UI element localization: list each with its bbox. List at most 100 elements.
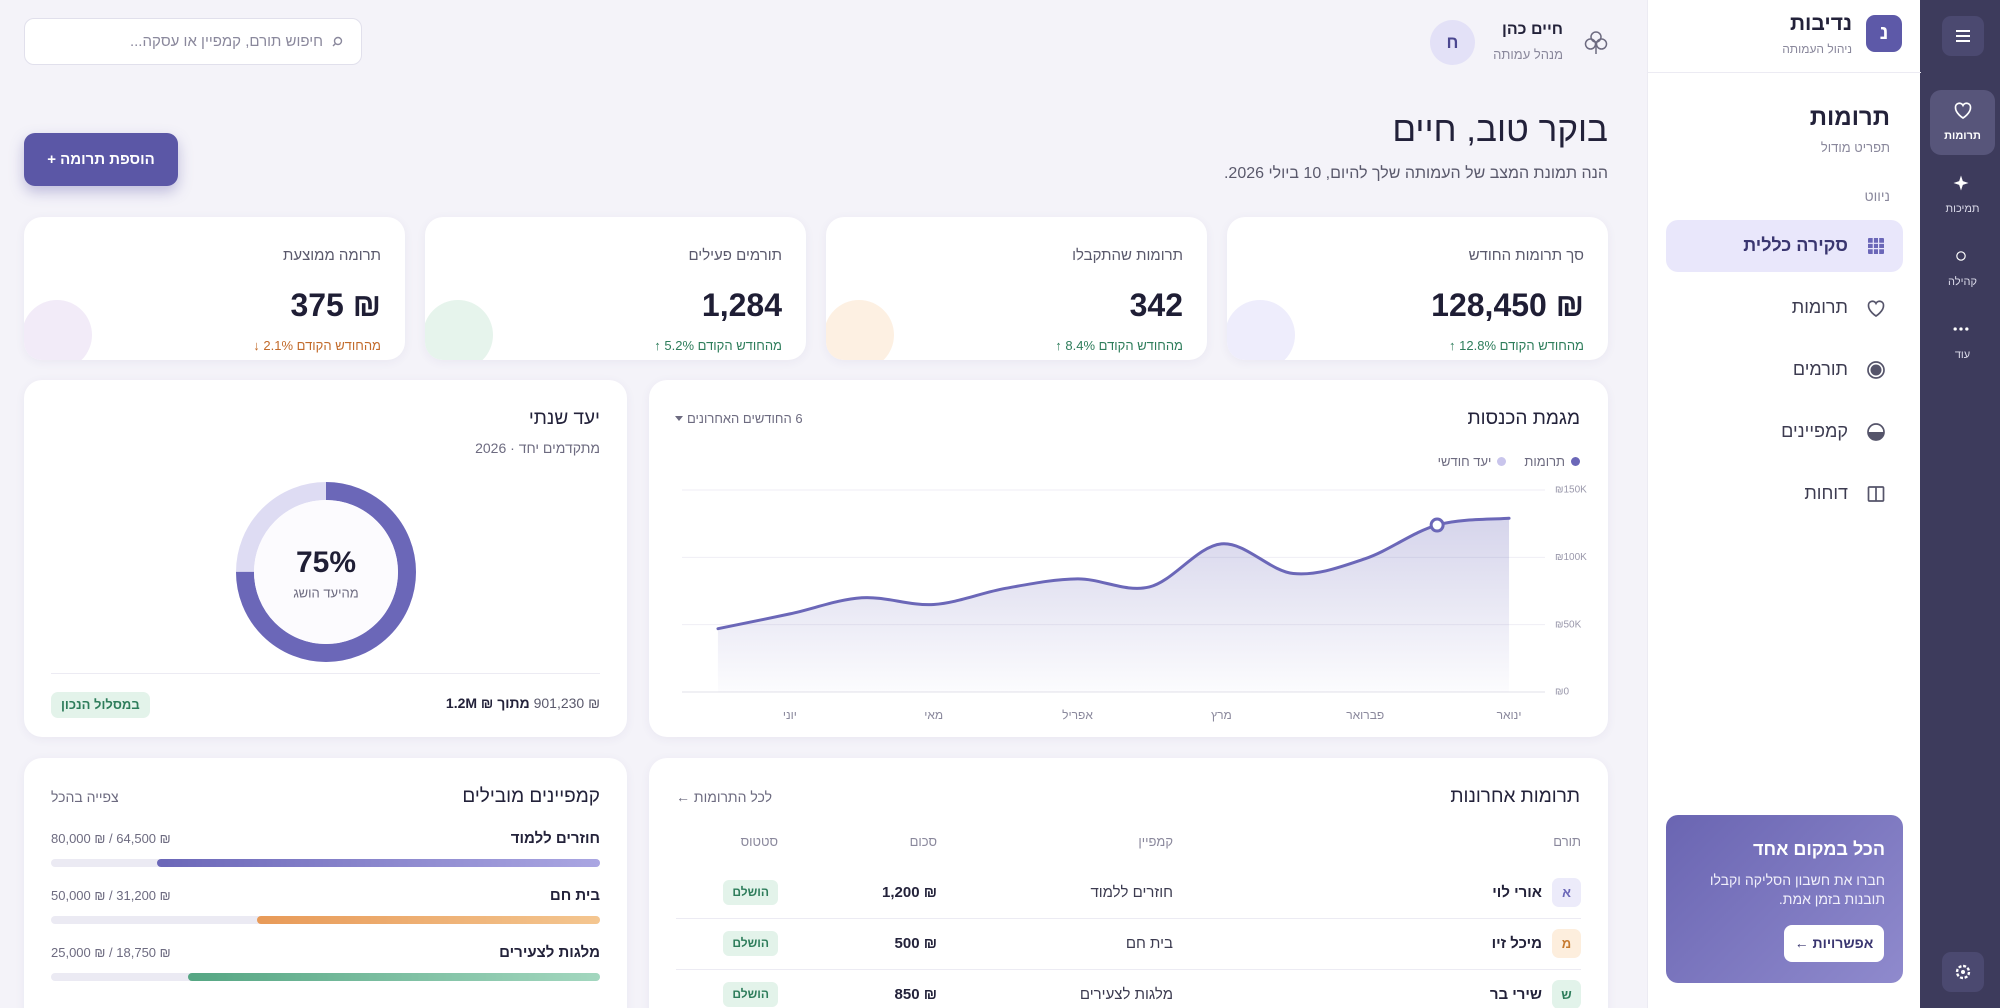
view-all-link[interactable]: צפייה בהכל (51, 789, 119, 805)
settings-icon (1955, 964, 1971, 980)
x-tick-label: ינואר (1497, 708, 1522, 722)
view-all-link[interactable]: לכל התרומות ← (676, 789, 772, 805)
icon-part (1595, 38, 1608, 50)
module-title: תרומות (1809, 104, 1890, 131)
kpi-circle (425, 300, 493, 360)
promo-text: חברו את חשבון הסליקה וקבלו תובנות בזמן א… (1709, 872, 1885, 907)
icon-part (1953, 175, 1969, 191)
settings-button[interactable] (1942, 952, 1984, 992)
kpi-value: ₪ 128,450 (1431, 287, 1584, 323)
campaign-name: בית חם (549, 887, 600, 904)
rail-label: עוד (1954, 349, 1971, 361)
donor-avatar: א (1552, 878, 1581, 907)
rail-item[interactable]: תמיכות (1930, 163, 1995, 228)
half-icon (1867, 423, 1885, 441)
kpi-label: תרומה ממוצעת (282, 247, 381, 264)
greeting-title: בוקר טוב, חיים (1392, 110, 1608, 149)
kpi-change: מהחודש הקודם 8.4% ↑ (1055, 338, 1183, 353)
rail-item[interactable]: קהילה (1930, 236, 1995, 301)
row-divider (676, 918, 1581, 919)
donut: 75% מהיעד הושג (236, 482, 416, 662)
y-tick-label: ₪50K (1555, 619, 1582, 630)
legend-label: יעד חודשי (1437, 453, 1492, 469)
nav-item[interactable]: קמפיינים (1666, 406, 1903, 458)
progress-bar (257, 916, 600, 924)
legend-label: תרומות (1524, 453, 1565, 469)
rail-item[interactable]: תרומות (1930, 90, 1995, 155)
book-icon (1867, 486, 1885, 502)
heart-icon (1954, 102, 1972, 119)
range-dropdown[interactable]: 6 החודשים האחרונים (687, 411, 803, 426)
promo-button[interactable]: אפשרויות ← (1784, 925, 1884, 962)
ring-icon (1956, 251, 1966, 261)
campaign-name: חוזרים ללמוד (510, 830, 600, 847)
kpi-card: תרומות שהתקבלו 342 מהחודש הקודם 8.4% ↑ (826, 217, 1207, 360)
progress-bar (188, 973, 600, 981)
user-name: חיים כהן (1502, 21, 1563, 38)
campaign-name: חוזרים ללמוד (1090, 884, 1173, 901)
kpi-change: מהחודש הקודם 12.8% ↑ (1449, 338, 1584, 353)
grid-icon (1868, 238, 1884, 254)
icon-part (1955, 964, 1971, 980)
sidebar: נ נדיבות ניהול העמותה תרומות תפריט מודול… (1647, 0, 1921, 1008)
icon-part (1868, 238, 1884, 254)
kpi-circle (826, 300, 894, 360)
icon-part (1584, 38, 1597, 50)
legend-entry: יעד חודשי (1438, 453, 1507, 469)
x-tick-label: מאי (924, 708, 943, 722)
add-donation-button[interactable]: הוספת תרומה + (24, 133, 178, 186)
nav-item[interactable]: תרומות (1666, 282, 1903, 334)
icon-part (1868, 432, 1884, 440)
kpi-change: מהחודש הקודם 2.1% ↓ (253, 338, 381, 353)
menu-button[interactable] (1942, 16, 1984, 56)
icon-part (1961, 970, 1965, 974)
divider (51, 673, 600, 674)
x-tick-label: יוני (783, 708, 797, 722)
nav-item[interactable]: דוחות (1666, 468, 1903, 520)
module-subtitle: תפריט מודול (1820, 140, 1890, 155)
nav-label: תרומות (1791, 297, 1848, 317)
column-header: קמפיין (1138, 834, 1173, 849)
kpi-value: ₪ 375 (290, 287, 381, 323)
icon-part (1953, 327, 1957, 331)
kpi-label: סך תרומות החודש (1468, 247, 1584, 264)
goal-raised: ₪ 901,230 (533, 695, 600, 711)
donor-name: אורי לוי (1492, 884, 1542, 901)
plot: ₪0 ₪50K ₪100K ₪150K ינואר פברואר מרץ אפריל מאי יו… (682, 485, 1587, 722)
legend: תרומות יעד חודשי (1438, 453, 1580, 469)
column-header: סכום (909, 834, 937, 849)
icon-part (332, 43, 336, 47)
status-badge: הושלם (723, 931, 778, 956)
y-tick-label: ₪100K (1555, 552, 1587, 563)
nav-item[interactable]: סקירה כללית (1666, 220, 1903, 272)
icon-part (1956, 251, 1966, 261)
recent-donations-card: תרומות אחרונות לכל התרומות ← תורם קמפיין ס… (649, 758, 1608, 1008)
icon-part (1590, 31, 1602, 43)
search-box[interactable]: חיפוש תורם, קמפיין או עסקה... (24, 18, 362, 65)
search-placeholder: חיפוש תורם, קמפיין או עסקה... (129, 33, 323, 50)
icon-rail: תרומות תמיכות קהילה עוד (1920, 0, 2000, 1008)
icon-part (1870, 364, 1882, 376)
chart-card: מגמת הכנסות 6 החודשים האחרונים תרומות יעד… (649, 380, 1608, 737)
legend-swatch (1497, 456, 1507, 466)
goal-card: יעד שנתי מתקדמים יחד · 2026 75% מהיעד הוש… (24, 380, 627, 737)
rail-item[interactable]: עוד (1930, 309, 1995, 374)
status-badge: הושלם (723, 880, 778, 905)
dropdown-caret (675, 416, 683, 421)
user-avatar[interactable]: ח (1430, 20, 1475, 65)
x-tick-label: מרץ (1211, 708, 1232, 722)
divider (1648, 72, 1921, 73)
rail-label: תמיכות (1945, 203, 1980, 215)
legend-entry: תרומות (1524, 453, 1580, 469)
kpi-value: 1,284 (701, 287, 782, 323)
campaign-name: מלגות לצעירים (1079, 986, 1173, 1003)
legend-swatch (1571, 456, 1580, 466)
row-divider (676, 969, 1581, 970)
dot-icon (1867, 361, 1885, 379)
org-icon (1584, 31, 1608, 54)
kpi-card: תרומה ממוצעת ₪ 375 מהחודש הקודם 2.1% ↓ (24, 217, 405, 360)
brand-logo: נ (1866, 15, 1902, 52)
nav-item[interactable]: תורמים (1666, 344, 1903, 396)
brand-name: נדיבות (1789, 12, 1852, 35)
